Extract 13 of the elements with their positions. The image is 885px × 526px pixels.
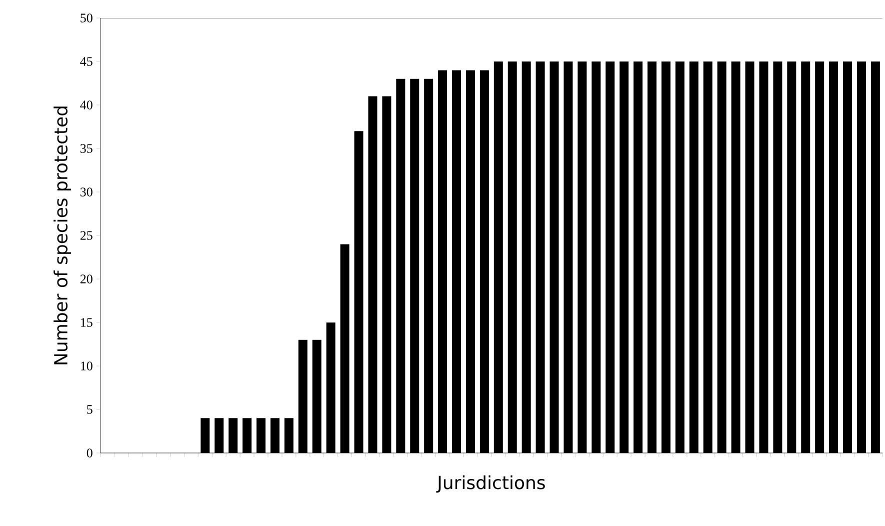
y-tick-label: 40 [80, 100, 92, 110]
y-tick-label: 5 [87, 405, 92, 414]
y-axis-title: Number of species protected [54, 106, 72, 364]
y-tick-label: 0 [86, 448, 92, 458]
y-tick-label: 45 [80, 57, 92, 66]
y-tick-label: 15 [81, 318, 92, 327]
y-tick-label: 35 [80, 144, 92, 153]
y-tick-label: 25 [80, 231, 92, 240]
y-tick-label: 20 [80, 274, 92, 284]
y-tick-label: 50 [80, 14, 92, 22]
y-tick-label: 10 [81, 362, 92, 370]
y-tick-label: 30 [80, 188, 92, 196]
x-axis-title: Jurisdictions [436, 475, 545, 493]
